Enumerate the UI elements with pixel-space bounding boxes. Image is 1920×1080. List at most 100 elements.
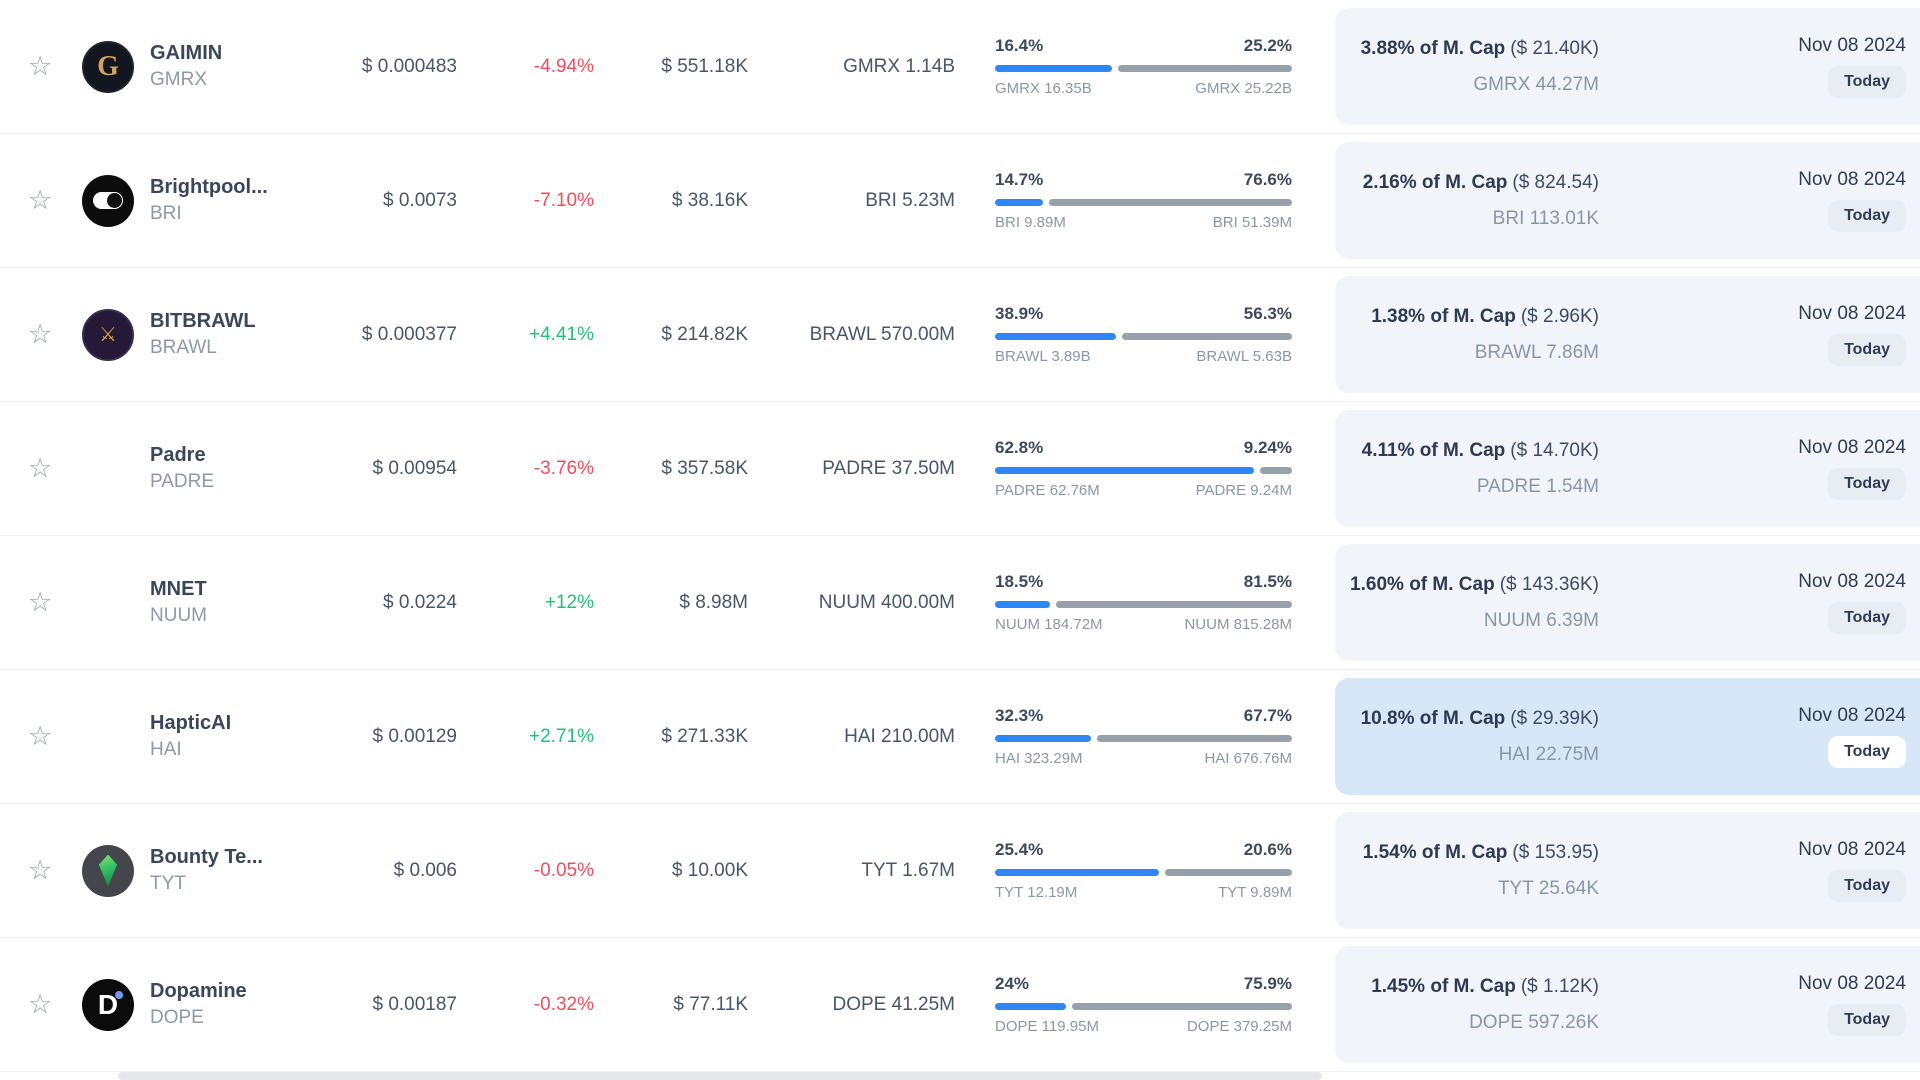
today-badge: Today	[1828, 334, 1906, 366]
unlocked-amount-label: NUUM 184.72M	[995, 616, 1103, 633]
token-name-cell: Brightpool... BRI	[150, 174, 322, 227]
supply-cell: TYT 1.67M	[861, 859, 955, 881]
unlock-date-block: Nov 08 2024 Today	[1798, 839, 1906, 902]
unlocked-amount-label: BRAWL 3.89B	[995, 348, 1091, 365]
mcap-usd-value: ($ 14.70K)	[1510, 439, 1599, 461]
table-row[interactable]: ☆ Brightpool... BRI $ 0.0073 -7.10% $ 38…	[0, 134, 1920, 268]
table-row[interactable]: ☆ ⚔ BITBRAWL BRAWL $ 0.000377 +4.41% $ 2…	[0, 268, 1920, 402]
unlock-token-amount: BRI 113.01K	[1492, 207, 1599, 229]
unlock-date-block: Nov 08 2024 Today	[1798, 437, 1906, 500]
locked-bar-segment	[1072, 1003, 1292, 1010]
locked-bar-segment	[1164, 869, 1292, 876]
unlocked-amount-label: HAI 323.29M	[995, 750, 1083, 767]
table-row[interactable]: ☆ HapticAI HAI $ 0.00129 +2.71% $ 271.33…	[0, 670, 1920, 804]
unlocked-bar-segment	[995, 467, 1254, 474]
horizontal-scrollbar[interactable]	[0, 1072, 1920, 1080]
favorite-star-icon[interactable]: ☆	[28, 989, 53, 1019]
token-logo-circle: G	[82, 40, 134, 93]
token-symbol: GMRX	[150, 69, 207, 91]
locked-percent: 76.6%	[1243, 170, 1292, 189]
unlock-date: Nov 08 2024	[1798, 839, 1906, 860]
token-symbol: HAI	[150, 739, 182, 761]
unlock-token-amount: TYT 25.64K	[1497, 877, 1599, 899]
token-name: BITBRAWL	[150, 310, 256, 333]
locked-percent: 67.7%	[1243, 706, 1292, 725]
favorite-star-icon[interactable]: ☆	[28, 319, 53, 349]
locked-percent: 20.6%	[1243, 840, 1292, 859]
supply-cell: DOPE 41.25M	[832, 993, 956, 1015]
locked-amount-label: BRAWL 5.63B	[1196, 348, 1292, 365]
favorite-star-icon[interactable]: ☆	[28, 185, 53, 215]
unlock-date: Nov 08 2024	[1798, 437, 1906, 458]
locked-amount-label: TYT 9.89M	[1218, 884, 1292, 901]
locked-bar-segment	[1055, 601, 1292, 608]
token-name-cell: GAIMIN GMRX	[150, 40, 322, 93]
unlock-date: Nov 08 2024	[1798, 571, 1906, 592]
unlocked-percent: 32.3%	[995, 706, 1044, 725]
table-row[interactable]: ☆ Bounty Te... TYT $ 0.006 -0.05% $ 10.0…	[0, 804, 1920, 938]
unlock-value-block: 2.16% of M. Cap ($ 824.54) BRI 113.01K	[1335, 172, 1599, 230]
token-name: HapticAI	[150, 712, 232, 735]
token-name-cell: Dopamine DOPE	[150, 978, 322, 1031]
favorite-star-icon[interactable]: ☆	[28, 721, 53, 751]
volume-cell: $ 551.18K	[661, 55, 748, 77]
unlock-progress-bar	[995, 1003, 1292, 1010]
token-logo-circle: ⚔	[82, 308, 134, 361]
table-row[interactable]: ☆ MNET NUUM $ 0.0224 +12% $ 8.98M NUUM 4…	[0, 536, 1920, 670]
unlocked-percent: 14.7%	[995, 170, 1044, 189]
mcap-percent: 4.11% of M. Cap	[1361, 439, 1506, 461]
token-logo-glyph	[93, 192, 123, 209]
favorite-star-icon[interactable]: ☆	[28, 855, 53, 885]
mcap-usd-value: ($ 21.40K)	[1510, 37, 1599, 59]
mcap-usd-value: ($ 29.39K)	[1510, 707, 1599, 729]
unlock-token-amount: DOPE 597.26K	[1469, 1011, 1599, 1033]
token-logo: D	[82, 978, 134, 1031]
unlock-progress-bar	[995, 467, 1292, 474]
locked-bar-segment	[1259, 467, 1292, 474]
unlocked-amount-label: DOPE 119.95M	[995, 1018, 1099, 1035]
token-symbol: PADRE	[150, 471, 215, 493]
token-name-cell: HapticAI HAI	[150, 710, 322, 763]
volume-cell: $ 271.33K	[661, 725, 748, 747]
token-symbol: DOPE	[150, 1007, 204, 1029]
unlocked-percent: 18.5%	[995, 572, 1044, 591]
locked-bar-segment	[1096, 735, 1292, 742]
token-logo-circle: D	[82, 978, 134, 1031]
favorite-star-icon[interactable]: ☆	[28, 51, 53, 81]
token-logo	[82, 577, 134, 629]
unlock-progress-bar	[995, 735, 1292, 742]
volume-cell: $ 8.98M	[679, 591, 748, 613]
unlocked-amount-label: GMRX 16.35B	[995, 80, 1092, 97]
mcap-percent: 1.60% of M. Cap	[1350, 573, 1495, 595]
unlock-date-block: Nov 08 2024 Today	[1798, 303, 1906, 366]
mcap-usd-value: ($ 2.96K)	[1520, 305, 1599, 327]
favorite-star-icon[interactable]: ☆	[28, 453, 53, 483]
table-row[interactable]: ☆ G GAIMIN GMRX $ 0.000483 -4.94% $ 551.…	[0, 0, 1920, 134]
price-change-cell: +12%	[544, 591, 594, 613]
price-cell: $ 0.0073	[383, 189, 457, 211]
unlocked-bar-segment	[995, 735, 1091, 742]
supply-cell: GMRX 1.14B	[843, 55, 955, 77]
unlock-token-amount: HAI 22.75M	[1498, 743, 1599, 765]
token-logo	[82, 711, 134, 763]
locked-amount-label: GMRX 25.22B	[1195, 80, 1292, 97]
token-logo	[82, 174, 134, 227]
mcap-usd-value: ($ 153.95)	[1512, 841, 1599, 863]
token-symbol: BRAWL	[150, 337, 217, 359]
unlock-value-block: 3.88% of M. Cap ($ 21.40K) GMRX 44.27M	[1335, 38, 1599, 96]
unlocked-percent: 16.4%	[995, 36, 1044, 55]
price-cell: $ 0.000483	[361, 55, 457, 77]
unlock-date: Nov 08 2024	[1798, 973, 1906, 994]
token-logo: G	[82, 40, 134, 93]
token-symbol: NUUM	[150, 605, 207, 627]
mcap-percent: 1.38% of M. Cap	[1371, 305, 1516, 327]
price-cell: $ 0.0224	[383, 591, 457, 613]
horizontal-scrollbar-thumb[interactable]	[118, 1072, 1322, 1080]
token-logo-glyph: G	[97, 50, 119, 82]
table-row[interactable]: ☆ D Dopamine DOPE $ 0.00187 -0.32% $ 77.…	[0, 938, 1920, 1072]
mcap-percent: 10.8% of M. Cap	[1360, 707, 1506, 729]
locked-percent: 81.5%	[1243, 572, 1292, 591]
favorite-star-icon[interactable]: ☆	[28, 587, 53, 617]
table-row[interactable]: ☆ Padre PADRE $ 0.00954 -3.76% $ 357.58K…	[0, 402, 1920, 536]
